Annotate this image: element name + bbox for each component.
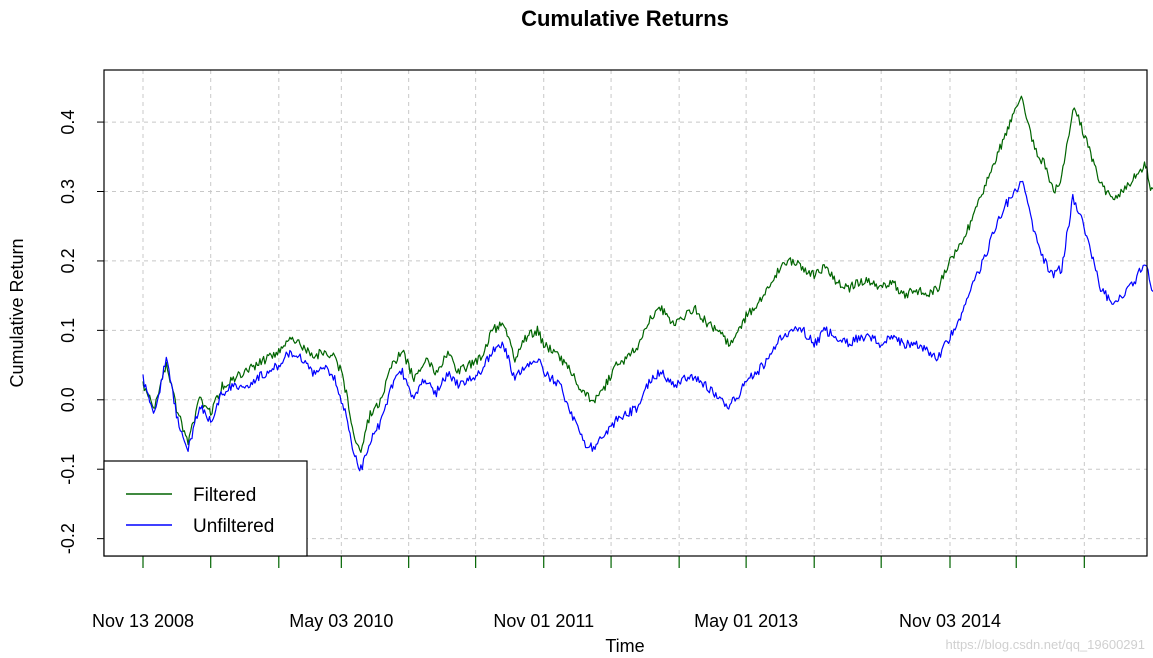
watermark: https://blog.csdn.net/qq_19600291 bbox=[945, 637, 1146, 652]
x-tick-label-0: Nov 13 2008 bbox=[92, 611, 194, 631]
y-tick-label-0: -0.2 bbox=[58, 523, 78, 554]
y-tick-label-3: 0.1 bbox=[58, 318, 78, 343]
grid bbox=[104, 70, 1147, 556]
x-axis: Nov 13 2008 May 03 2010 Nov 01 2011 May 01 … bbox=[92, 556, 1085, 631]
legend-label-filtered: Filtered bbox=[193, 485, 256, 506]
legend-box bbox=[103, 460, 308, 557]
x-tick-label-3: May 01 2013 bbox=[694, 611, 798, 631]
y-tick-label-4: 0.2 bbox=[58, 248, 78, 273]
series-layer bbox=[142, 95, 1153, 472]
y-tick-label-1: -0.1 bbox=[58, 454, 78, 485]
y-axis-label: Cumulative Return bbox=[7, 238, 27, 387]
chart-title: Cumulative Returns bbox=[521, 6, 729, 31]
plot-frame bbox=[103, 69, 1148, 557]
legend: Filtered Unfiltered bbox=[103, 460, 308, 557]
x-tick-label-2: Nov 01 2011 bbox=[493, 611, 594, 631]
y-axis: -0.2 -0.1 0.0 0.1 0.2 0.3 0.4 bbox=[58, 110, 104, 554]
y-tick-label-2: 0.0 bbox=[58, 387, 78, 412]
y-tick-label-6: 0.4 bbox=[58, 110, 78, 135]
x-tick-label-1: May 03 2010 bbox=[289, 611, 393, 631]
x-axis-label: Time bbox=[605, 636, 644, 656]
series-line-unfiltered bbox=[142, 180, 1153, 472]
legend-label-unfiltered: Unfiltered bbox=[193, 516, 274, 537]
y-tick-label-5: 0.3 bbox=[58, 179, 78, 204]
series-line-filtered bbox=[142, 95, 1153, 453]
x-tick-label-4: Nov 03 2014 bbox=[899, 611, 1001, 631]
